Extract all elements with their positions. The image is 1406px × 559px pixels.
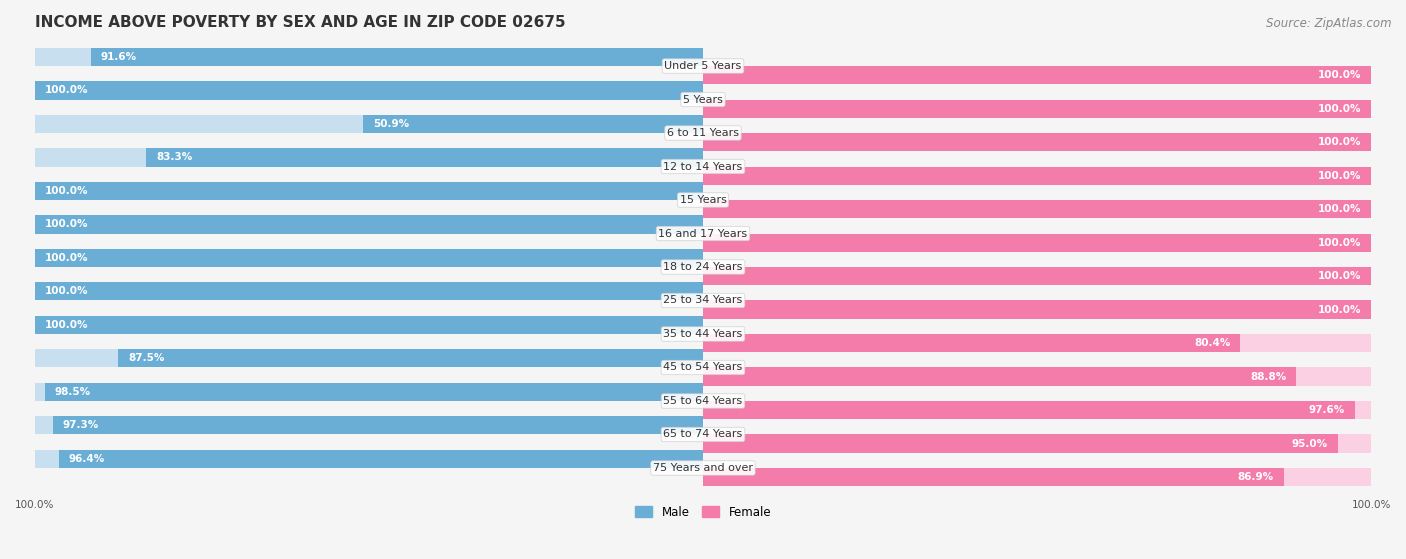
Bar [703,301,1371,319]
Bar [35,148,703,167]
Text: 15 Years: 15 Years [679,195,727,205]
Text: 16 and 17 Years: 16 and 17 Years [658,229,748,239]
Bar [703,133,1371,151]
Legend: Male, Female: Male, Female [630,501,776,523]
Bar [35,416,703,434]
Bar [703,401,1371,419]
Bar [703,434,1339,453]
Text: Under 5 Years: Under 5 Years [665,61,741,71]
Text: 97.3%: 97.3% [63,420,98,430]
Text: 6 to 11 Years: 6 to 11 Years [666,128,740,138]
Text: 100.0%: 100.0% [1317,104,1361,113]
Text: 45 to 54 Years: 45 to 54 Years [664,362,742,372]
Bar [703,200,1371,219]
Text: 55 to 64 Years: 55 to 64 Years [664,396,742,406]
Text: 83.3%: 83.3% [156,152,193,162]
Text: 100.0%: 100.0% [45,320,89,330]
Bar [703,66,1371,84]
Text: 100.0%: 100.0% [1317,238,1361,248]
Bar [35,81,703,100]
Text: 50.9%: 50.9% [373,119,409,129]
Bar [35,81,703,100]
Bar [703,367,1371,386]
Text: 100.0%: 100.0% [1351,500,1391,510]
Bar [35,316,703,334]
Bar [35,382,703,401]
Bar [703,200,1371,219]
Text: 100.0%: 100.0% [45,86,89,95]
Bar [703,434,1371,453]
Bar [703,334,1371,352]
Text: 100.0%: 100.0% [45,286,89,296]
Bar [146,148,703,167]
Text: Source: ZipAtlas.com: Source: ZipAtlas.com [1267,17,1392,30]
Bar [35,182,703,200]
Text: 65 to 74 Years: 65 to 74 Years [664,429,742,439]
Bar [703,468,1371,486]
Bar [35,282,703,301]
Text: 97.6%: 97.6% [1309,405,1346,415]
Bar [53,416,703,434]
Text: 96.4%: 96.4% [69,454,105,464]
Text: 5 Years: 5 Years [683,94,723,105]
Text: 98.5%: 98.5% [55,387,91,397]
Bar [703,267,1371,286]
Bar [703,468,1284,486]
Bar [59,449,703,468]
Bar [91,48,703,66]
Text: 100.0%: 100.0% [45,219,89,229]
Bar [703,401,1355,419]
Bar [703,100,1371,118]
Bar [703,167,1371,185]
Text: 18 to 24 Years: 18 to 24 Years [664,262,742,272]
Bar [703,234,1371,252]
Text: 100.0%: 100.0% [1317,305,1361,315]
Bar [35,215,703,234]
Bar [703,167,1371,185]
Bar [703,234,1371,252]
Text: 95.0%: 95.0% [1292,439,1327,449]
Text: 12 to 14 Years: 12 to 14 Years [664,162,742,172]
Text: 25 to 34 Years: 25 to 34 Years [664,296,742,306]
Bar [703,367,1296,386]
Bar [35,182,703,200]
Text: 100.0%: 100.0% [15,500,55,510]
Text: 100.0%: 100.0% [1317,204,1361,214]
Text: 100.0%: 100.0% [1317,70,1361,80]
Text: 35 to 44 Years: 35 to 44 Years [664,329,742,339]
Bar [45,382,703,401]
Text: 80.4%: 80.4% [1194,338,1230,348]
Text: 86.9%: 86.9% [1237,472,1274,482]
Bar [35,215,703,234]
Bar [35,316,703,334]
Bar [35,449,703,468]
Bar [118,349,703,367]
Text: 100.0%: 100.0% [1317,271,1361,281]
Bar [35,48,703,66]
Text: 88.8%: 88.8% [1250,372,1286,382]
Bar [35,282,703,301]
Bar [35,249,703,267]
Bar [703,133,1371,151]
Bar [703,267,1371,286]
Text: INCOME ABOVE POVERTY BY SEX AND AGE IN ZIP CODE 02675: INCOME ABOVE POVERTY BY SEX AND AGE IN Z… [35,15,565,30]
Bar [35,349,703,367]
Text: 87.5%: 87.5% [128,353,165,363]
Bar [703,66,1371,84]
Bar [703,301,1371,319]
Text: 91.6%: 91.6% [101,52,136,62]
Bar [703,334,1240,352]
Bar [35,115,703,133]
Text: 75 Years and over: 75 Years and over [652,463,754,473]
Text: 100.0%: 100.0% [45,186,89,196]
Bar [363,115,703,133]
Text: 100.0%: 100.0% [1317,170,1361,181]
Text: 100.0%: 100.0% [45,253,89,263]
Text: 100.0%: 100.0% [1317,137,1361,147]
Bar [35,249,703,267]
Bar [703,100,1371,118]
